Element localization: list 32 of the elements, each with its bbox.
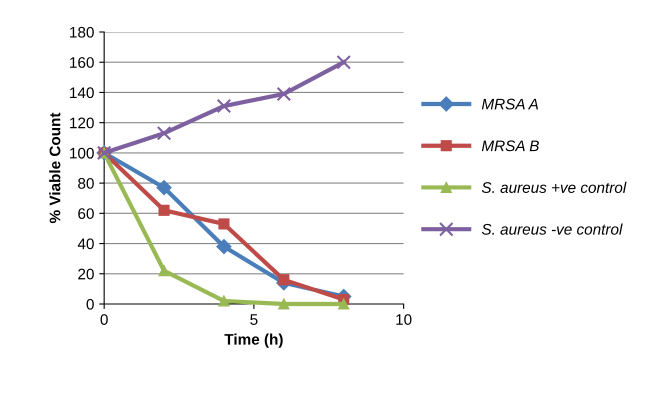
point — [158, 204, 170, 216]
y-tick-label: 140 — [70, 87, 94, 98]
legend-label: MRSA B — [482, 140, 539, 152]
y-tick-label: 100 — [70, 148, 94, 159]
x-tick-label: 0 — [100, 314, 108, 325]
y-tick-label: 180 — [70, 26, 94, 38]
point — [156, 180, 172, 196]
y-tick-label: 20 — [78, 268, 94, 280]
y-tick-label: 160 — [70, 57, 94, 68]
point — [156, 126, 172, 141]
legend-label: S. aureus -ve control — [482, 223, 623, 235]
point — [158, 265, 170, 276]
y-tick-label: 60 — [78, 208, 94, 220]
legend-label: S. aureus +ve control — [482, 182, 627, 193]
y-axis-title: % Viable Count — [49, 112, 60, 224]
point — [338, 298, 350, 310]
point — [278, 298, 290, 310]
point — [218, 218, 230, 230]
point — [216, 98, 232, 114]
y-tick-label: 40 — [78, 238, 94, 250]
x-tick-label: 10 — [396, 314, 412, 325]
y-tick-label: 0 — [86, 298, 94, 310]
point — [336, 54, 352, 70]
y-tick-label: 120 — [70, 118, 94, 128]
x-tick-label: 5 — [250, 314, 258, 325]
y-tick-label: 80 — [78, 178, 94, 189]
legend-label: MRSA A — [482, 98, 538, 110]
point — [216, 239, 232, 254]
point — [276, 86, 292, 102]
point — [278, 274, 290, 286]
x-axis-title: Time (h) — [224, 334, 283, 348]
point — [218, 295, 230, 307]
